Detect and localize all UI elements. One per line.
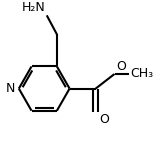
Text: O: O	[99, 113, 109, 126]
Text: H₂N: H₂N	[22, 1, 45, 14]
Text: CH₃: CH₃	[130, 67, 154, 80]
Text: O: O	[116, 60, 126, 73]
Text: N: N	[6, 82, 15, 95]
